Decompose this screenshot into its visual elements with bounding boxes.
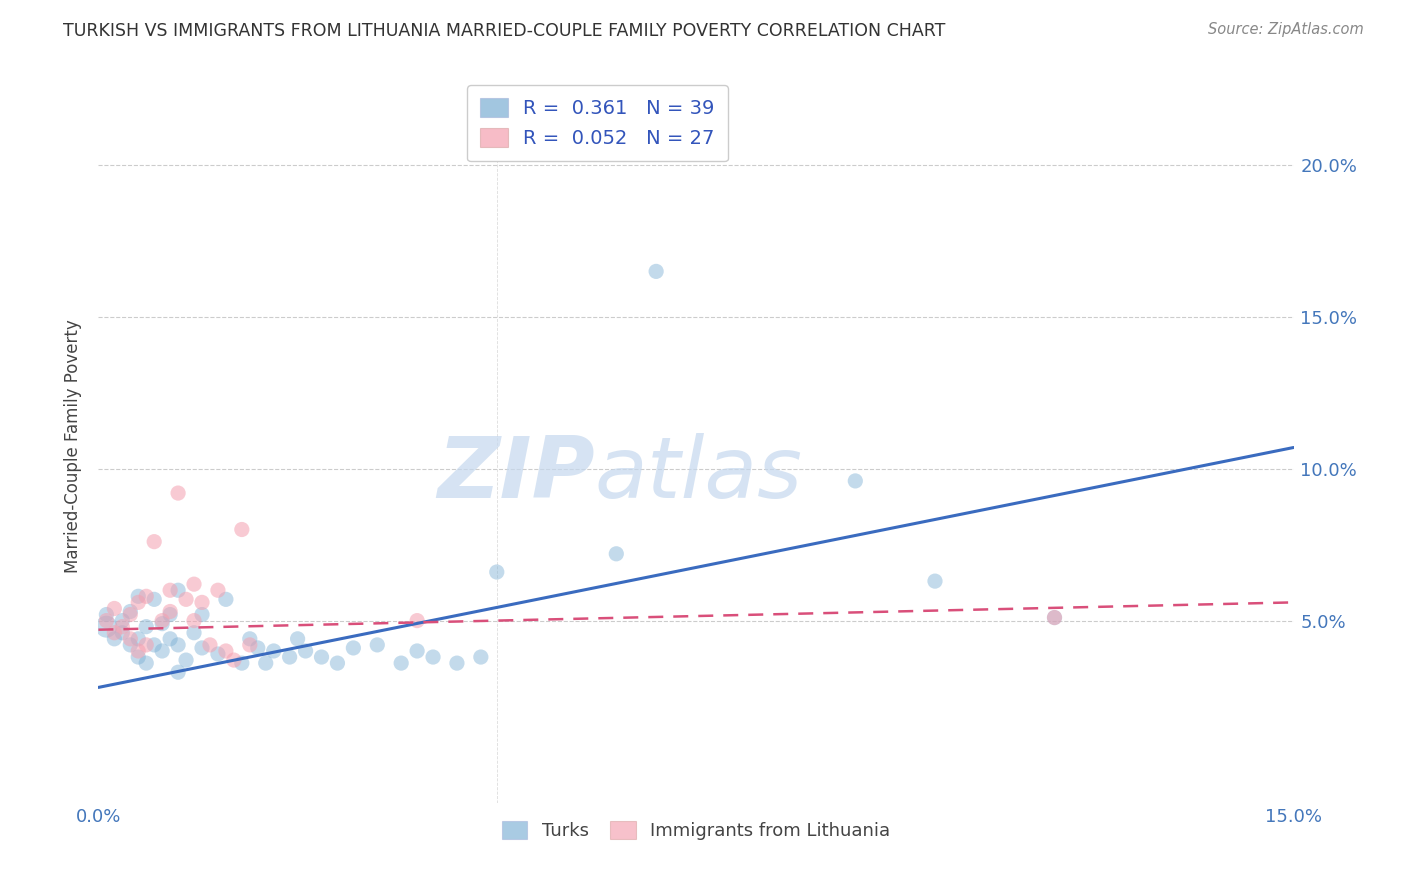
Text: ZIP: ZIP	[437, 433, 595, 516]
Point	[111, 625, 134, 640]
Point	[135, 638, 157, 652]
Point	[605, 547, 627, 561]
Point	[159, 607, 181, 622]
Text: atlas: atlas	[595, 433, 803, 516]
Point	[278, 650, 301, 665]
Point	[135, 656, 157, 670]
Point	[422, 650, 444, 665]
Point	[183, 614, 205, 628]
Point	[207, 583, 229, 598]
Point	[239, 632, 262, 646]
Point	[103, 625, 125, 640]
Point	[96, 607, 118, 622]
Point	[143, 534, 166, 549]
Point	[924, 574, 946, 588]
Point	[135, 620, 157, 634]
Point	[96, 620, 118, 634]
Point	[366, 638, 388, 652]
Point	[231, 656, 253, 670]
Point	[167, 486, 190, 500]
Point	[183, 577, 205, 591]
Point	[127, 590, 149, 604]
Legend: Turks, Immigrants from Lithuania: Turks, Immigrants from Lithuania	[495, 814, 897, 847]
Y-axis label: Married-Couple Family Poverty: Married-Couple Family Poverty	[65, 319, 83, 573]
Point	[120, 632, 142, 646]
Text: TURKISH VS IMMIGRANTS FROM LITHUANIA MARRIED-COUPLE FAMILY POVERTY CORRELATION C: TURKISH VS IMMIGRANTS FROM LITHUANIA MAR…	[63, 22, 946, 40]
Point	[311, 650, 333, 665]
Point	[174, 653, 197, 667]
Point	[485, 565, 508, 579]
Point	[159, 583, 181, 598]
Point	[167, 583, 190, 598]
Point	[103, 632, 125, 646]
Point	[143, 592, 166, 607]
Point	[326, 656, 349, 670]
Point	[135, 590, 157, 604]
Point	[191, 640, 214, 655]
Point	[207, 647, 229, 661]
Point	[1043, 610, 1066, 624]
Point	[120, 607, 142, 622]
Point	[287, 632, 309, 646]
Point	[167, 638, 190, 652]
Point	[120, 605, 142, 619]
Point	[215, 644, 238, 658]
Point	[174, 592, 197, 607]
Point	[246, 640, 269, 655]
Point	[127, 595, 149, 609]
Point	[127, 632, 149, 646]
Point	[263, 644, 285, 658]
Point	[215, 592, 238, 607]
Point	[645, 264, 668, 278]
Point	[143, 638, 166, 652]
Point	[120, 638, 142, 652]
Text: Source: ZipAtlas.com: Source: ZipAtlas.com	[1208, 22, 1364, 37]
Point	[96, 614, 118, 628]
Point	[294, 644, 316, 658]
Point	[198, 638, 221, 652]
Point	[406, 614, 429, 628]
Point	[191, 607, 214, 622]
Point	[111, 614, 134, 628]
Point	[167, 665, 190, 680]
Point	[111, 620, 134, 634]
Point	[222, 653, 245, 667]
Point	[159, 632, 181, 646]
Point	[254, 656, 277, 670]
Point	[159, 605, 181, 619]
Point	[389, 656, 412, 670]
Point	[239, 638, 262, 652]
Point	[127, 644, 149, 658]
Point	[470, 650, 492, 665]
Point	[150, 644, 173, 658]
Point	[844, 474, 866, 488]
Point	[150, 616, 173, 631]
Point	[103, 601, 125, 615]
Point	[406, 644, 429, 658]
Point	[183, 625, 205, 640]
Point	[127, 650, 149, 665]
Point	[342, 640, 364, 655]
Point	[446, 656, 468, 670]
Point	[150, 614, 173, 628]
Point	[191, 595, 214, 609]
Point	[1043, 610, 1066, 624]
Point	[231, 523, 253, 537]
